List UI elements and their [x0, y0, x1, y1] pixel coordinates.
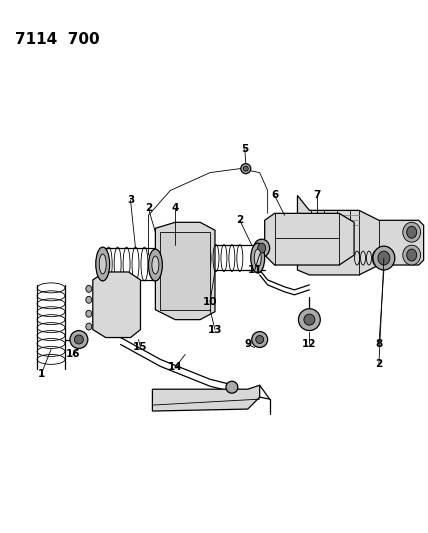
Ellipse shape: [304, 314, 315, 325]
Ellipse shape: [254, 239, 270, 257]
Ellipse shape: [152, 256, 159, 274]
Text: 2: 2: [375, 359, 383, 369]
Ellipse shape: [226, 381, 238, 393]
Text: 10: 10: [203, 297, 217, 307]
Text: 2: 2: [145, 204, 152, 213]
Ellipse shape: [243, 166, 248, 171]
Bar: [160, 232, 210, 310]
Polygon shape: [155, 222, 215, 320]
Text: 11: 11: [247, 265, 262, 275]
Text: 12: 12: [302, 340, 317, 350]
Ellipse shape: [373, 246, 395, 270]
Text: 8: 8: [375, 340, 383, 350]
Ellipse shape: [407, 227, 417, 238]
Ellipse shape: [86, 285, 92, 292]
Ellipse shape: [86, 323, 92, 330]
Ellipse shape: [252, 332, 268, 348]
Text: 1: 1: [38, 369, 45, 379]
Ellipse shape: [403, 245, 421, 265]
Ellipse shape: [254, 249, 261, 267]
Ellipse shape: [256, 336, 264, 343]
Polygon shape: [297, 196, 424, 275]
Text: 7: 7: [314, 190, 321, 200]
Text: 9: 9: [244, 340, 251, 350]
Text: 16: 16: [65, 350, 80, 359]
Text: 4: 4: [172, 204, 179, 213]
Ellipse shape: [99, 254, 106, 274]
Ellipse shape: [298, 309, 320, 330]
Text: 5: 5: [241, 144, 248, 154]
Ellipse shape: [378, 251, 390, 265]
Ellipse shape: [74, 335, 83, 344]
Ellipse shape: [86, 310, 92, 317]
Text: 14: 14: [168, 362, 183, 373]
Ellipse shape: [241, 164, 251, 174]
Polygon shape: [152, 385, 260, 411]
Ellipse shape: [407, 249, 417, 261]
Text: 7114  700: 7114 700: [15, 31, 100, 46]
Text: 6: 6: [271, 190, 278, 200]
Ellipse shape: [86, 296, 92, 303]
Text: 13: 13: [208, 325, 222, 335]
Polygon shape: [93, 272, 140, 337]
Ellipse shape: [251, 243, 265, 273]
Text: 15: 15: [133, 343, 148, 352]
Ellipse shape: [258, 243, 266, 253]
Text: 2: 2: [236, 215, 244, 225]
Polygon shape: [265, 213, 354, 265]
Text: 3: 3: [127, 196, 134, 205]
Ellipse shape: [70, 330, 88, 349]
Ellipse shape: [96, 247, 110, 281]
Ellipse shape: [149, 249, 162, 281]
Ellipse shape: [403, 222, 421, 242]
